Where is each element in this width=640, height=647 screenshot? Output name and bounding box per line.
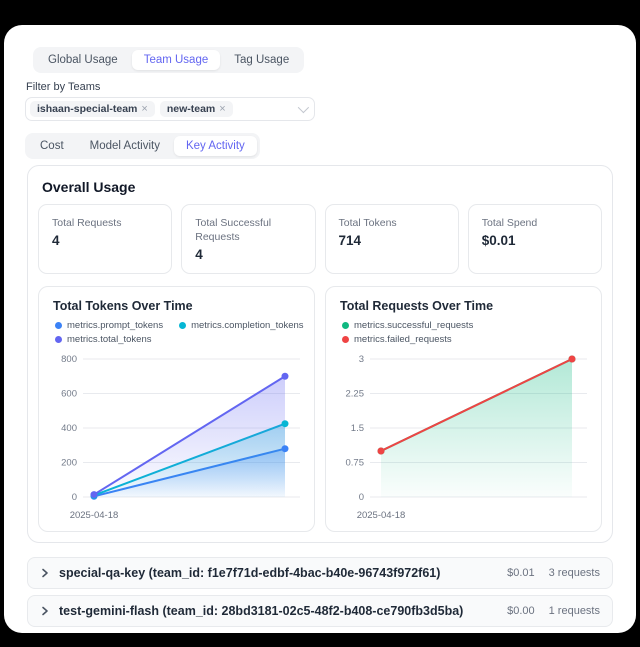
team-chip-label: ishaan-special-team <box>37 103 138 115</box>
chart-title: Total Requests Over Time <box>340 299 494 314</box>
legend-item: metrics.completion_tokens <box>179 320 304 332</box>
charts-grid: Total Tokens Over Time metrics.prompt_to… <box>38 286 602 533</box>
team-filter-select[interactable]: ishaan-special-team × new-team × <box>25 97 315 121</box>
legend-dot-icon <box>55 322 62 330</box>
svg-text:2.25: 2.25 <box>346 389 365 400</box>
app-window: Global Usage Team Usage Tag Usage Filter… <box>4 25 636 633</box>
stat-total-tokens: Total Tokens 714 <box>324 204 459 275</box>
legend-label: metrics.completion_tokens <box>191 320 304 332</box>
overall-usage-title: Overall Usage <box>42 179 136 195</box>
tab-team-usage[interactable]: Team Usage <box>131 50 221 70</box>
chart-svg: 0 0.75 1.5 2.25 3 2025-04-18 <box>346 354 587 521</box>
chevron-right-icon[interactable] <box>40 568 50 578</box>
legend-label: metrics.failed_requests <box>354 334 452 346</box>
svg-text:400: 400 <box>61 423 77 434</box>
legend-dot-icon <box>342 336 349 344</box>
tab-cost[interactable]: Cost <box>40 140 64 152</box>
chart-legend: metrics.prompt_tokens metrics.completion_… <box>55 320 304 345</box>
chart-svg: 0 200 400 600 800 2025-04-18 <box>61 354 300 521</box>
svg-text:2025-04-18: 2025-04-18 <box>357 510 406 521</box>
team-chip: new-team × <box>159 101 233 117</box>
tokens-over-time-chart: Total Tokens Over Time metrics.prompt_to… <box>38 286 315 533</box>
svg-text:2025-04-18: 2025-04-18 <box>70 510 119 521</box>
usage-page: Global Usage Team Usage Tag Usage Filter… <box>4 25 636 628</box>
team-chip-label: new-team <box>166 103 216 115</box>
overall-usage-card: Overall Usage Total Requests 4 Total Suc… <box>27 165 613 544</box>
svg-text:0: 0 <box>72 492 77 503</box>
chevron-right-icon[interactable] <box>40 606 50 616</box>
key-row-special-qa-key[interactable]: special-qa-key (team_id: f1e7f71d-edbf-4… <box>27 557 613 590</box>
key-row-test-gemini-flash[interactable]: test-gemini-flash (team_id: 28bd3181-02c… <box>27 595 613 628</box>
key-row-spend: $0.00 <box>507 605 535 618</box>
svg-text:0: 0 <box>359 492 364 503</box>
legend-label: metrics.total_tokens <box>67 334 152 346</box>
key-row-requests: 1 requests <box>548 605 600 618</box>
tab-model-activity[interactable]: Model Activity <box>89 140 160 152</box>
key-accordion-list: special-qa-key (team_id: f1e7f71d-edbf-4… <box>27 557 613 628</box>
legend-item: metrics.total_tokens <box>55 334 151 345</box>
legend-dot-icon <box>342 322 349 330</box>
stat-total-requests: Total Requests 4 <box>38 204 173 275</box>
tab-key-activity[interactable]: Key Activity <box>173 136 257 156</box>
usage-scope-tabs: Global Usage Team Usage Tag Usage <box>33 47 305 73</box>
legend-dot-icon <box>55 336 62 344</box>
activity-tabs: Cost Model Activity Key Activity <box>25 133 260 159</box>
svg-text:600: 600 <box>61 389 77 400</box>
team-chip: ishaan-special-team × <box>30 101 155 117</box>
remove-chip-icon[interactable]: × <box>141 103 148 115</box>
svg-text:1.5: 1.5 <box>351 423 364 434</box>
stat-value: $0.01 <box>481 233 516 249</box>
key-row-title: test-gemini-flash (team_id: 28bd3181-02c… <box>59 604 464 619</box>
legend-label: metrics.successful_requests <box>354 320 474 332</box>
legend-label: metrics.prompt_tokens <box>67 320 164 332</box>
requests-over-time-chart: Total Requests Over Time metrics.success… <box>325 286 602 533</box>
stat-label: Total Spend <box>481 217 538 229</box>
legend-dot-icon <box>179 322 187 330</box>
stat-total-successful-requests: Total Successful Requests 4 <box>181 204 316 275</box>
svg-text:200: 200 <box>61 458 77 469</box>
legend-item: metrics.successful_requests <box>342 320 473 331</box>
tab-tag-usage[interactable]: Tag Usage <box>234 54 290 66</box>
legend-item: metrics.prompt_tokens <box>55 320 163 331</box>
stat-label: Total Tokens <box>338 217 397 229</box>
svg-text:0.75: 0.75 <box>346 458 365 469</box>
stat-value: 714 <box>338 233 362 249</box>
stat-value: 4 <box>195 247 203 263</box>
tab-global-usage[interactable]: Global Usage <box>48 54 118 66</box>
legend-item: metrics.failed_requests <box>342 334 452 345</box>
key-row-requests: 3 requests <box>548 567 600 580</box>
stat-total-spend: Total Spend $0.01 <box>467 204 602 275</box>
chart-title: Total Tokens Over Time <box>53 299 193 314</box>
filter-by-teams-label: Filter by Teams <box>26 81 101 93</box>
chevron-down-icon[interactable] <box>297 101 310 114</box>
key-row-title: special-qa-key (team_id: f1e7f71d-edbf-4… <box>59 566 441 581</box>
svg-text:3: 3 <box>359 354 364 365</box>
stat-label: Total Requests <box>52 217 122 229</box>
key-row-spend: $0.01 <box>507 567 535 580</box>
stats-grid: Total Requests 4 Total Successful Reques… <box>38 204 602 275</box>
stat-label: Total Successful Requests <box>195 217 272 244</box>
stat-value: 4 <box>52 233 60 249</box>
chart-plot-area: 0 0.75 1.5 2.25 3 2025-04-18 <box>336 349 591 525</box>
chart-legend: metrics.successful_requests metrics.faile… <box>342 320 591 345</box>
svg-text:800: 800 <box>61 354 77 365</box>
remove-chip-icon[interactable]: × <box>219 103 226 115</box>
chart-plot-area: 0 200 400 600 800 2025-04-18 <box>49 349 304 525</box>
